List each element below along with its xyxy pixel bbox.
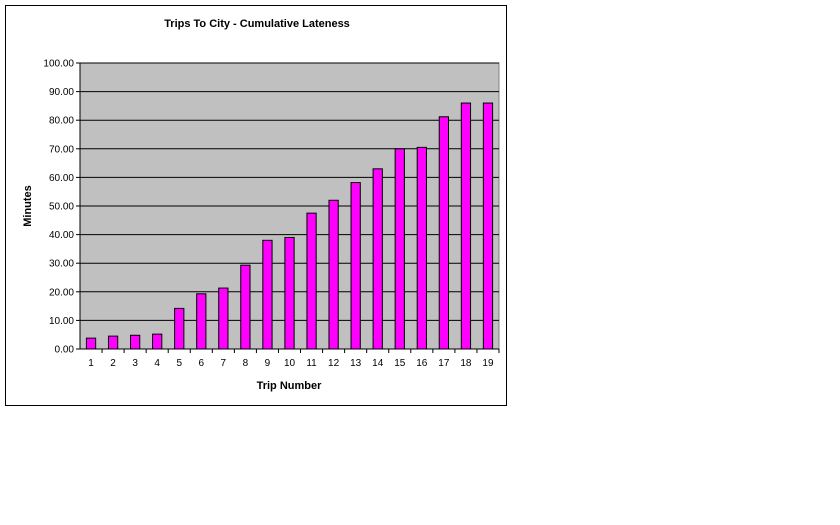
x-tick-label: 16: [416, 358, 428, 369]
y-tick-label: 10.00: [49, 316, 74, 327]
x-tick-label: 6: [199, 358, 205, 369]
plot-area: 0.00 10.00 20.00 30.00 40.00 50.00 60.00 70.00 8…: [43, 59, 500, 369]
x-tick-label: 2: [110, 358, 116, 369]
bar-trip-10: [284, 236, 295, 350]
bar-trip-4: [152, 333, 163, 350]
bar-trip-1: [85, 337, 97, 350]
bar-trip-7: [218, 287, 229, 350]
y-tick-label: 20.00: [49, 287, 74, 298]
y-tick-label: 40.00: [49, 230, 74, 241]
x-tick-label: 8: [243, 358, 249, 369]
bar-trip-13: [350, 182, 361, 350]
x-tick-label: 15: [394, 358, 406, 369]
x-tick-label: 11: [306, 358, 317, 369]
x-tick-label: 3: [132, 358, 138, 369]
x-tick-label: 1: [88, 358, 94, 369]
x-tick-label: 18: [460, 358, 472, 369]
bar-trip-9: [262, 239, 273, 350]
bar-trip-17: [438, 116, 449, 350]
y-tick-label: 70.00: [49, 144, 74, 155]
bar-trip-11: [306, 212, 317, 350]
x-axis-title: Trip Number: [257, 380, 323, 392]
x-tick-label: 17: [438, 358, 450, 369]
bar-trip-14: [372, 168, 383, 350]
y-tick-label: 60.00: [49, 173, 74, 184]
bar-trip-3: [130, 334, 141, 350]
x-tick-label: 9: [265, 358, 271, 369]
x-tick-label: 4: [154, 358, 160, 369]
x-tick-label: 7: [221, 358, 227, 369]
x-tick-label: 14: [372, 358, 384, 369]
x-tick-label: 10: [284, 358, 296, 369]
bar-trip-2: [107, 335, 119, 350]
y-tick-label: 100.00: [43, 59, 74, 70]
y-axis-title: Minutes: [22, 185, 34, 227]
bar-trip-18: [460, 102, 472, 350]
x-tick-label: 13: [350, 358, 362, 369]
x-tick-label: 5: [176, 358, 182, 369]
bar-trip-8: [240, 264, 251, 350]
y-tick-label: 90.00: [49, 87, 74, 98]
x-tick-label: 19: [482, 358, 494, 369]
y-tick-label: 80.00: [49, 116, 74, 127]
chart-title: Trips To City - Cumulative Lateness: [164, 18, 350, 30]
bar-trip-16: [416, 146, 427, 350]
chart-svg: Trips To City - Cumulative Lateness 0.00…: [22, 18, 500, 392]
bar-trip-5: [174, 307, 185, 350]
y-tick-label: 50.00: [49, 202, 74, 213]
bar-trip-19: [482, 102, 494, 350]
bar-trip-12: [328, 199, 339, 350]
bar-trip-6: [196, 293, 207, 350]
chart-frame: Trips To City - Cumulative Lateness 0.00…: [5, 5, 507, 406]
y-tick-label: 0.00: [55, 345, 75, 356]
x-tick-label: 12: [328, 358, 340, 369]
y-tick-label: 30.00: [49, 259, 74, 270]
bar-trip-15: [394, 148, 405, 350]
